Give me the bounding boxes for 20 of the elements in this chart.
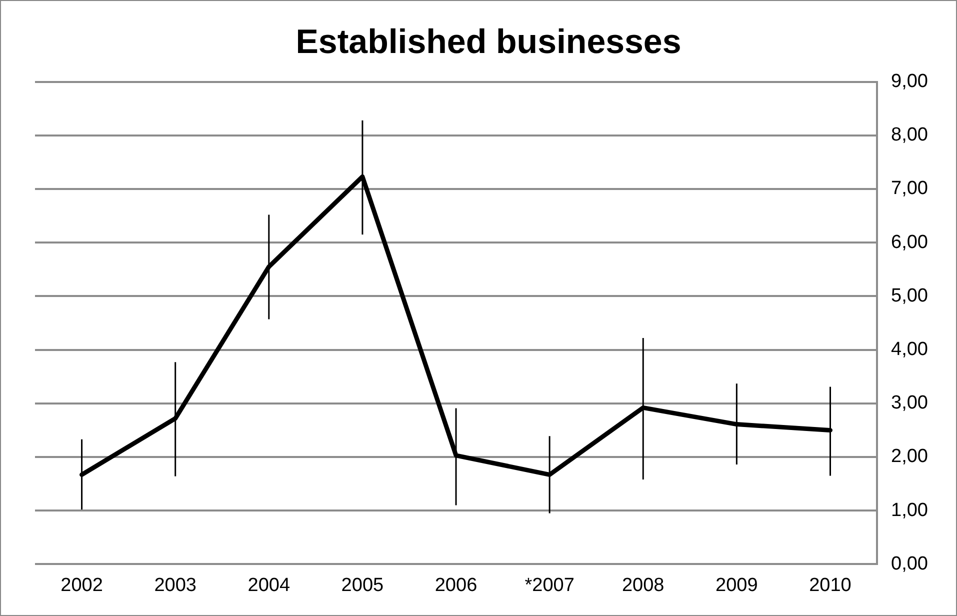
y-tick-label: 2,00 bbox=[891, 446, 928, 468]
y-tick-label: 5,00 bbox=[891, 285, 928, 306]
y-tick-label: 8,00 bbox=[891, 124, 928, 146]
y-tick-label: 7,00 bbox=[891, 178, 928, 200]
x-tick-label: 2004 bbox=[248, 574, 290, 596]
x-tick-label: 2003 bbox=[154, 574, 196, 596]
y-tick-label: 0,00 bbox=[891, 553, 928, 574]
x-tick-label: 2002 bbox=[60, 574, 103, 596]
x-tick-label: 2005 bbox=[341, 574, 384, 596]
y-tick-label: 4,00 bbox=[891, 339, 928, 360]
y-tick-label: 9,00 bbox=[891, 71, 928, 92]
y-tick-label: 3,00 bbox=[891, 392, 928, 414]
x-tick-label: 2008 bbox=[622, 574, 664, 596]
x-tick-label: 2009 bbox=[716, 574, 758, 596]
x-tick-label: 2006 bbox=[434, 574, 478, 596]
x-tick-label: *2007 bbox=[524, 574, 574, 596]
chart-title: Established businesses bbox=[296, 22, 682, 61]
y-tick-label: 6,00 bbox=[891, 232, 928, 253]
y-tick-label: 1,00 bbox=[891, 500, 928, 521]
x-tick-label: 2010 bbox=[809, 574, 852, 596]
